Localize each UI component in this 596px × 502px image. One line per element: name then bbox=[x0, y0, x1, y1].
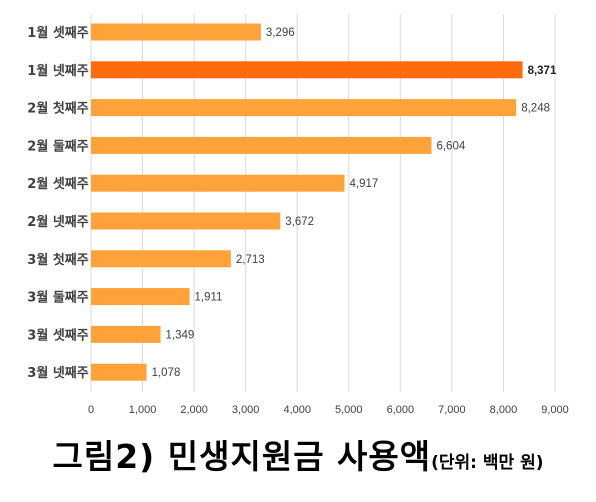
data-label: 8,371 bbox=[528, 65, 557, 77]
data-label: 2,713 bbox=[236, 254, 265, 266]
category-label: 1월 셋째주 bbox=[27, 25, 88, 41]
data-label: 8,248 bbox=[521, 103, 550, 115]
bar bbox=[91, 288, 190, 306]
x-tick-label: 3,000 bbox=[232, 404, 260, 416]
x-tick-label: 9,000 bbox=[541, 404, 569, 416]
bar bbox=[91, 325, 161, 343]
bar-chart: 0 1,000 2,000 3,000 4,000 5,000 6,000 7,000 8,00… bbox=[27, 14, 569, 416]
category-label: 2월 셋째주 bbox=[27, 176, 88, 192]
x-tick-label: 2,000 bbox=[180, 404, 208, 416]
caption-unit: (단위: 백만 원) bbox=[431, 453, 544, 473]
bar bbox=[91, 174, 345, 192]
x-tick-label: 0 bbox=[88, 404, 94, 416]
bar bbox=[91, 363, 147, 381]
bar bbox=[91, 212, 281, 230]
data-label: 4,917 bbox=[349, 178, 378, 190]
category-label: 3월 첫째주 bbox=[27, 252, 88, 268]
x-tick-label: 8,000 bbox=[490, 404, 518, 416]
category-label: 3월 셋째주 bbox=[27, 327, 88, 343]
data-label: 3,296 bbox=[266, 27, 295, 39]
bar bbox=[91, 136, 432, 154]
data-label: 1,078 bbox=[152, 367, 181, 379]
bar bbox=[91, 99, 517, 117]
data-label: 6,604 bbox=[436, 140, 465, 152]
bar bbox=[91, 61, 523, 79]
data-label: 3,672 bbox=[285, 216, 314, 228]
category-label: 1월 넷째주 bbox=[27, 63, 88, 79]
x-tick-label: 7,000 bbox=[438, 404, 466, 416]
bar bbox=[91, 250, 231, 268]
figure-caption: 그림2) 민생지원금 사용액(단위: 백만 원) bbox=[0, 430, 596, 490]
x-tick-label: 6,000 bbox=[387, 404, 415, 416]
category-label: 2월 넷째주 bbox=[27, 214, 88, 230]
category-label: 2월 첫째주 bbox=[27, 101, 88, 117]
category-label: 2월 둘째주 bbox=[27, 138, 88, 154]
x-tick-label: 5,000 bbox=[335, 404, 363, 416]
data-label: 1,911 bbox=[195, 292, 223, 304]
data-label: 1,349 bbox=[166, 329, 195, 341]
bar bbox=[91, 23, 261, 41]
x-tick-label: 4,000 bbox=[283, 404, 311, 416]
x-tick-label: 1,000 bbox=[129, 404, 157, 416]
category-label: 3월 넷째주 bbox=[27, 365, 88, 381]
caption-title: 그림2) 민생지원금 사용액 bbox=[52, 437, 432, 476]
category-label: 3월 둘째주 bbox=[27, 290, 88, 306]
